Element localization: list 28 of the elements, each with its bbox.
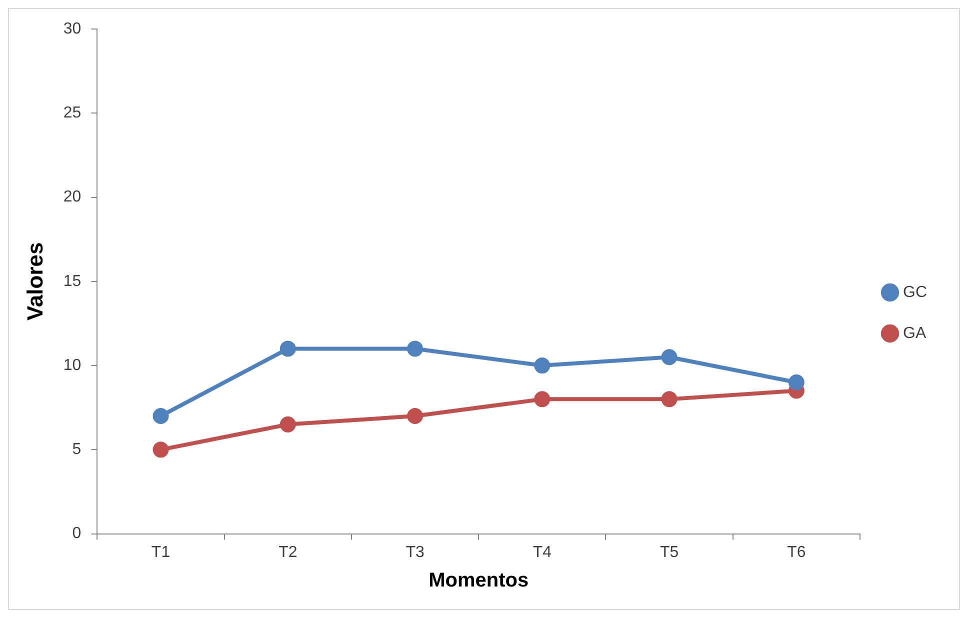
x-tick-label: T4 bbox=[532, 544, 552, 561]
x-tick-label: T5 bbox=[660, 544, 679, 561]
legend-label: GA bbox=[903, 324, 926, 342]
point bbox=[152, 408, 169, 424]
x-tick-label: T3 bbox=[406, 544, 424, 561]
x-tick-label: T2 bbox=[278, 544, 298, 561]
x-tick-label: T6 bbox=[787, 544, 806, 561]
point bbox=[280, 340, 296, 357]
y-tick-label: 5 bbox=[72, 441, 82, 458]
y-tick-label: 0 bbox=[72, 525, 82, 542]
y-tick-label: 25 bbox=[63, 104, 82, 122]
point bbox=[534, 358, 550, 374]
point bbox=[407, 340, 424, 357]
x-axis-title: Momentos bbox=[428, 570, 529, 592]
y-tick-label: 15 bbox=[63, 272, 82, 290]
y-axis-title: Valores bbox=[22, 242, 48, 321]
point bbox=[534, 391, 550, 408]
point bbox=[661, 391, 678, 408]
y-tick-label: 20 bbox=[63, 188, 82, 206]
legend-label: GC bbox=[903, 284, 927, 301]
point bbox=[280, 416, 296, 432]
point bbox=[152, 442, 169, 458]
point bbox=[661, 349, 678, 366]
y-tick-label: 30 bbox=[63, 20, 82, 38]
x-tick-label: T1 bbox=[151, 544, 170, 561]
point bbox=[788, 374, 804, 390]
y-tick-label: 10 bbox=[63, 356, 82, 374]
point bbox=[407, 408, 424, 424]
